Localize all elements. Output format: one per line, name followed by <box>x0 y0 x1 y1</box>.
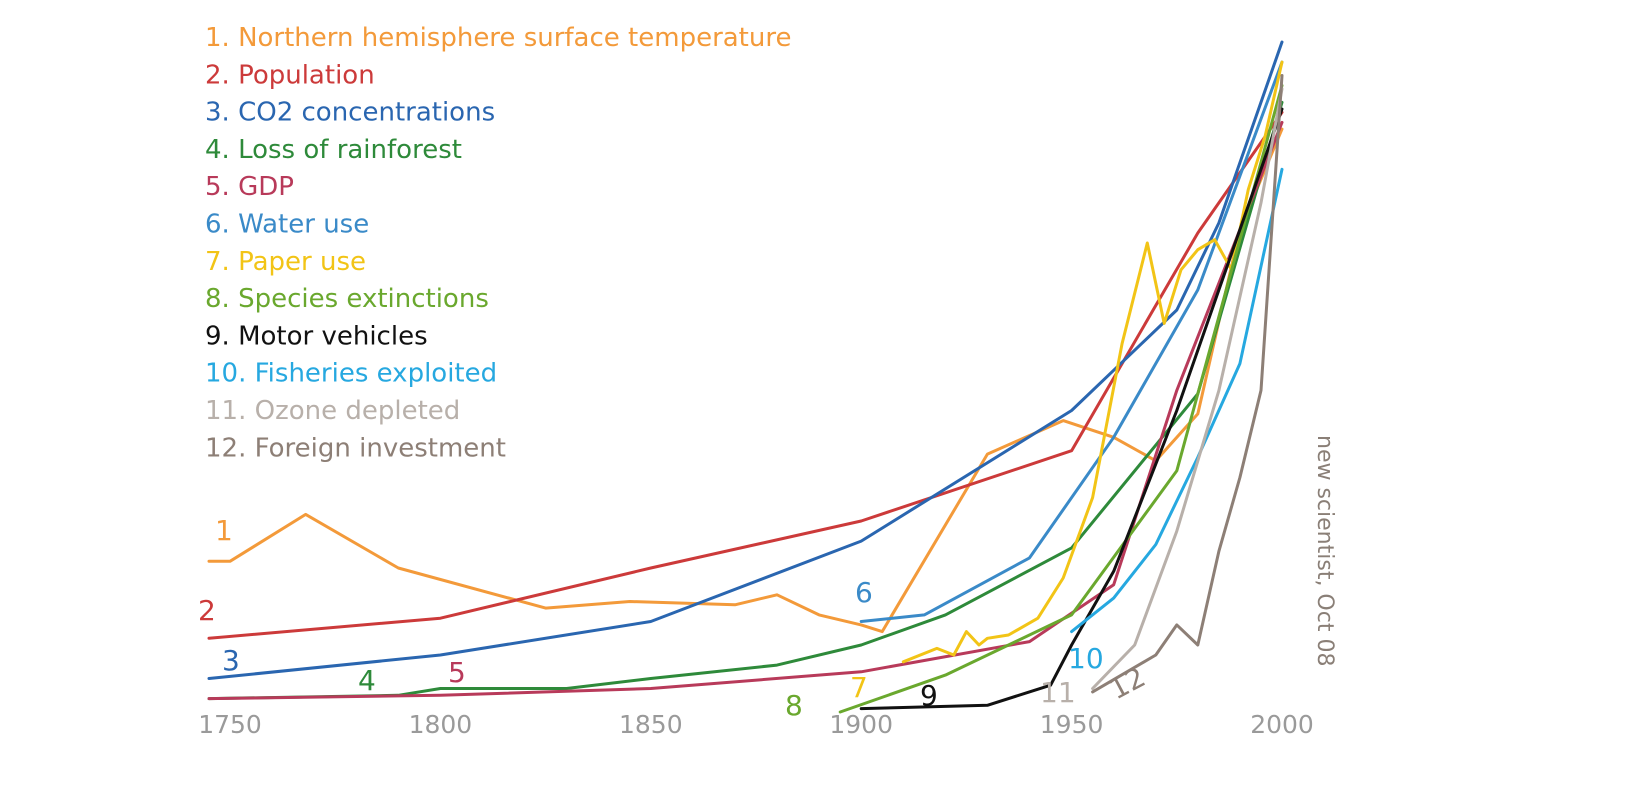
x-tick-label-1750: 1750 <box>198 710 262 739</box>
series-number-12: 12 <box>1104 660 1151 706</box>
legend-entry-2-population: 2. Population <box>205 60 375 90</box>
x-tick-label-1900: 1900 <box>829 710 893 739</box>
legend-entry-1-northern-hemisphere-surface-temperature: 1. Northern hemisphere surface temperatu… <box>205 23 791 53</box>
series-number-4: 4 <box>358 664 376 697</box>
series-line-8-species-extinctions <box>838 84 1284 714</box>
x-tick-label-1850: 1850 <box>619 710 683 739</box>
series-number-10: 10 <box>1068 642 1104 675</box>
legend-entry-6-water-use: 6. Water use <box>205 210 369 240</box>
series-number-7: 7 <box>850 671 868 704</box>
legend-entry-8-species-extinctions: 8. Species extinctions <box>205 284 489 314</box>
legend-entry-11-ozone-depleted: 11. Ozone depleted <box>205 396 460 426</box>
series-line-9-motor-vehicles <box>859 107 1284 711</box>
series-line-10-fisheries-exploited <box>1070 167 1284 634</box>
x-axis-ticks: 1750 1800 1850 1900 1950 2000 <box>198 710 1314 739</box>
credit-label: new scientist, Oct 08 <box>1312 435 1337 666</box>
series-number-1: 1 <box>215 514 233 547</box>
legend-entry-7-paper-use: 7. Paper use <box>205 247 366 277</box>
series-number-5: 5 <box>448 656 466 689</box>
legend-entry-5-gdp: 5. GDP <box>205 172 294 202</box>
series-number-2: 2 <box>198 594 216 627</box>
x-tick-label-2000: 2000 <box>1250 710 1314 739</box>
series-line-6-water-use <box>859 60 1284 623</box>
series-line-11-ozone-depleted <box>1091 87 1284 690</box>
series-number-6: 6 <box>855 576 873 609</box>
x-tick-label-1950: 1950 <box>1040 710 1104 739</box>
legend-entry-3-co2-concentrations: 3. CO2 concentrations <box>205 98 495 128</box>
legend-entry-10-fisheries-exploited: 10. Fisheries exploited <box>205 359 497 389</box>
series-number-9: 9 <box>920 679 938 712</box>
series-number-11: 11 <box>1040 676 1076 709</box>
series-line-12-foreign-investment <box>1091 74 1284 694</box>
x-tick-label-1800: 1800 <box>409 710 473 739</box>
legend-entry-4-loss-of-rainforest: 4. Loss of rainforest <box>205 135 462 165</box>
series-number-8: 8 <box>785 689 803 722</box>
legend: 1. Northern hemisphere surface temperatu… <box>205 23 791 463</box>
series-line-4-loss-of-rainforest <box>207 100 1284 701</box>
series-line-2-population <box>207 110 1284 640</box>
series-number-3: 3 <box>222 644 240 677</box>
series-lines <box>207 40 1284 714</box>
series-line-1-northern-hemisphere-surface-temperature <box>207 127 1284 634</box>
series-line-5-gdp <box>207 120 1284 701</box>
series-line-3-co2-concentrations <box>207 40 1284 680</box>
legend-entry-9-motor-vehicles: 9. Motor vehicles <box>205 321 428 351</box>
legend-entry-12-foreign-investment: 12. Foreign investment <box>205 433 506 463</box>
